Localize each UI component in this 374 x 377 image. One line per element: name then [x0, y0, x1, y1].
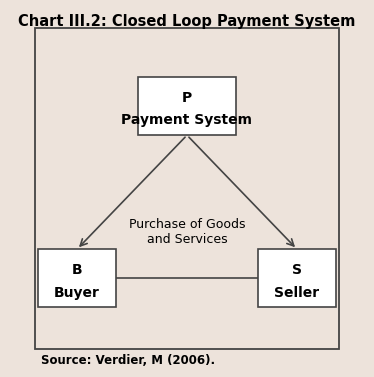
Text: Buyer: Buyer: [54, 285, 100, 300]
Bar: [35, 28, 339, 349]
Bar: [138, 77, 236, 135]
Text: B: B: [72, 263, 82, 277]
Text: Payment System: Payment System: [122, 113, 252, 127]
Text: Source: Verdier, M (2006).: Source: Verdier, M (2006).: [42, 354, 215, 367]
Text: P: P: [182, 91, 192, 105]
Bar: [38, 249, 116, 307]
Bar: [258, 249, 336, 307]
Text: Chart III.2: Closed Loop Payment System: Chart III.2: Closed Loop Payment System: [18, 14, 356, 29]
Text: Purchase of Goods
and Services: Purchase of Goods and Services: [129, 218, 245, 245]
Text: S: S: [292, 263, 302, 277]
Text: Seller: Seller: [275, 285, 320, 300]
